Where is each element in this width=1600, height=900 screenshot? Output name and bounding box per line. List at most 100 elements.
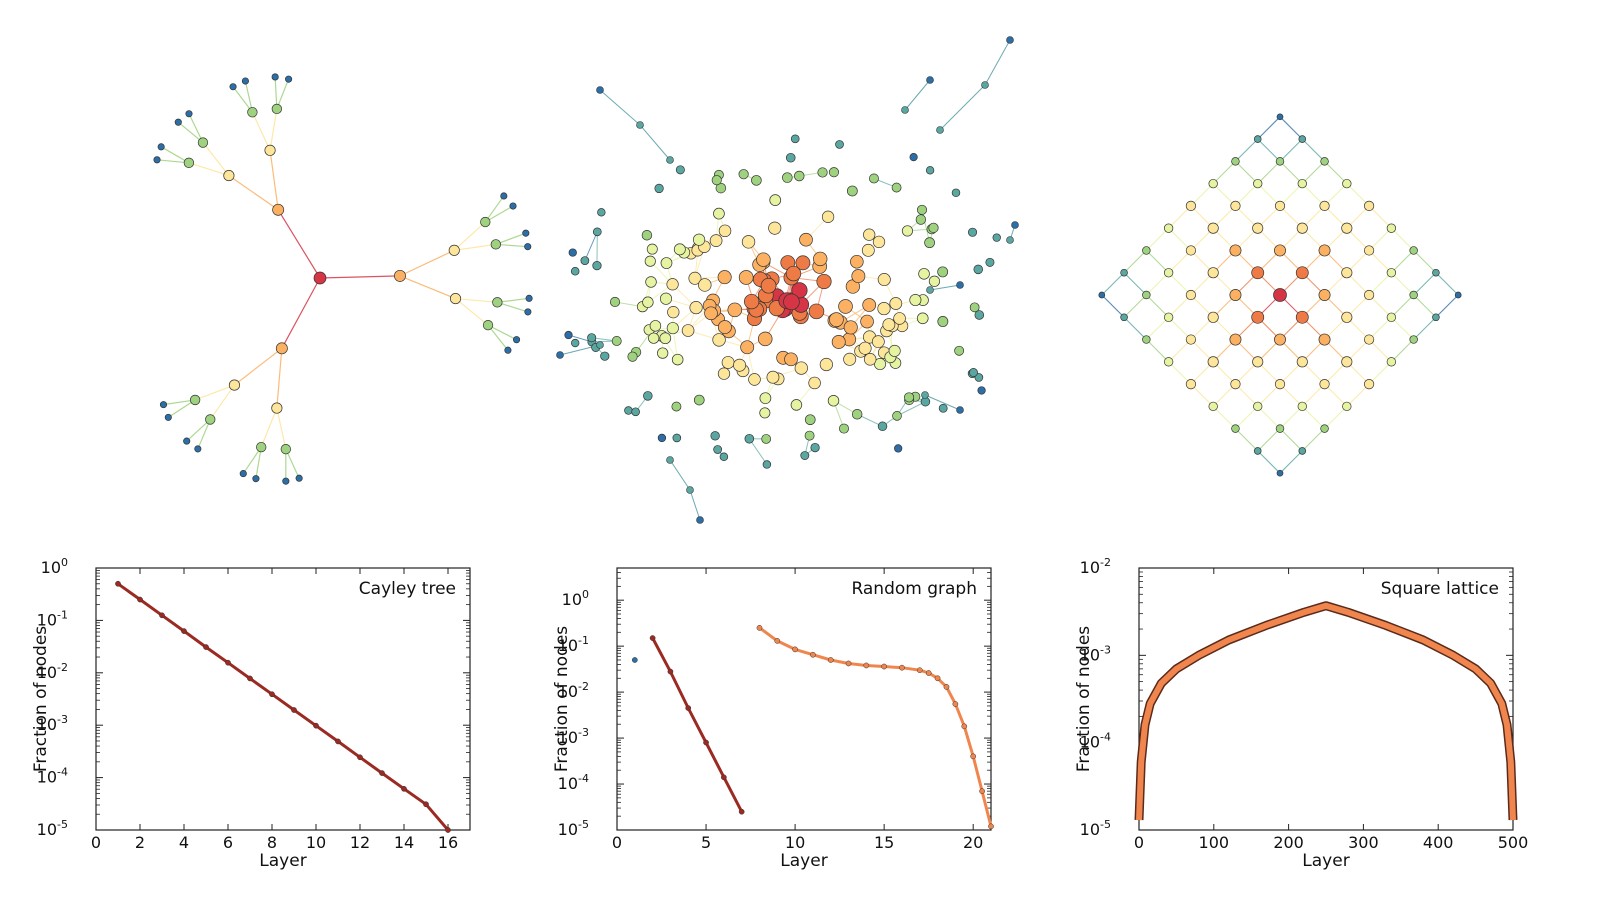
graph-node: [808, 376, 821, 390]
lattice-edge: [1413, 294, 1437, 318]
graph-node: [800, 451, 810, 460]
ylabel-cayley-tree: Fraction of nodes: [31, 626, 51, 772]
graph-node: [784, 352, 798, 367]
series-point: [247, 675, 253, 682]
graph-node: [580, 256, 590, 265]
graph-node: [713, 207, 725, 220]
graph-node: [671, 353, 684, 366]
tree-node: [449, 293, 462, 305]
lattice-edge: [1279, 405, 1303, 430]
x-tick-label: 10: [306, 833, 326, 852]
series-point: [943, 684, 950, 690]
lattice-edge: [1123, 250, 1147, 274]
lattice-node: [1363, 200, 1375, 212]
graph-node: [843, 352, 857, 366]
lattice-edge: [1123, 294, 1147, 318]
lattice-node: [1386, 223, 1397, 233]
lattice-node: [1432, 268, 1440, 277]
lattice-edge: [1168, 250, 1192, 274]
tree-node: [229, 83, 237, 91]
graph-node: [894, 444, 903, 453]
tree-edge: [485, 205, 514, 223]
graph-node: [835, 140, 844, 149]
x-tick-label: 15: [874, 833, 894, 852]
lattice-node: [1207, 356, 1219, 368]
plot-frame: [1138, 567, 1514, 831]
tree-node: [295, 474, 303, 482]
lattice-edge: [1435, 272, 1459, 296]
series-point: [379, 770, 385, 776]
graph-node: [808, 303, 825, 320]
tree-edge: [495, 232, 527, 245]
tree-node: [239, 470, 247, 478]
lattice-node: [1318, 244, 1331, 257]
graph-node: [592, 260, 602, 271]
tree-edge: [487, 324, 509, 351]
graph-node: [928, 222, 939, 233]
graph-node: [839, 423, 849, 434]
lattice-node: [1252, 356, 1264, 368]
graph-node: [611, 336, 622, 346]
graph-node: [727, 302, 743, 318]
graph-node: [819, 357, 833, 372]
graph-node: [973, 264, 983, 275]
series-point: [810, 651, 816, 658]
lattice-edge: [1235, 383, 1259, 407]
graph-edge: [984, 39, 1011, 86]
lattice-node: [1296, 222, 1308, 234]
graph-node: [926, 286, 934, 294]
graph-node: [666, 322, 679, 335]
graph-node: [861, 243, 875, 257]
series-area-hidden: [1139, 606, 1513, 830]
graph-node: [568, 248, 577, 257]
graph-node: [804, 414, 816, 426]
tree-edge: [453, 221, 486, 251]
x-tick-label: 10: [785, 833, 805, 852]
series-point: [313, 722, 319, 729]
graph-node: [704, 306, 718, 321]
tree-node: [280, 443, 291, 455]
lattice-node: [1298, 447, 1307, 455]
tree-edge: [497, 301, 529, 313]
y-tick-label: 100: [562, 588, 589, 609]
lattice-edge: [1390, 227, 1415, 251]
graph-node: [741, 235, 756, 249]
tree-edge: [281, 277, 321, 349]
lattice-edge: [1257, 183, 1281, 207]
x-tick-label: 0: [91, 833, 101, 852]
series-band: [1136, 602, 1516, 821]
series-point: [225, 659, 231, 666]
series-point: [401, 785, 407, 792]
lattice-edge: [1346, 183, 1370, 207]
graph-node: [556, 351, 564, 359]
graph-node: [600, 351, 610, 361]
graph-node: [783, 293, 800, 311]
tree-edge: [285, 448, 300, 479]
lattice-node: [1276, 469, 1284, 477]
tree-node: [228, 379, 240, 391]
y-tick-label: 10-3: [1080, 643, 1111, 664]
lattice-node: [1341, 222, 1353, 234]
series-point: [721, 774, 727, 781]
tree-node: [174, 118, 182, 126]
series-point: [269, 691, 275, 698]
tree-edge: [202, 142, 230, 176]
tree-edge: [242, 446, 262, 474]
y-tick-label: 10-4: [1080, 731, 1111, 752]
lattice-edge: [1279, 383, 1303, 407]
lattice-edge: [1190, 183, 1214, 207]
graph-node: [827, 395, 840, 407]
graph-node: [969, 302, 980, 313]
lattice-node: [1319, 200, 1330, 212]
x-tick-label: 6: [223, 833, 233, 852]
tree-node: [480, 216, 491, 228]
cayley-tree-plot: Cayley tree Layer Fraction of nodes 0 2 4 6…: [31, 556, 471, 871]
tree-edge: [399, 275, 456, 300]
cayley-tree-network: [153, 73, 533, 485]
graph-node: [643, 391, 653, 401]
lattice-edge: [1368, 205, 1392, 229]
tree-node: [271, 402, 283, 414]
tree-edge: [454, 243, 496, 251]
lattice-node: [1295, 266, 1309, 280]
graph-node: [909, 294, 922, 307]
